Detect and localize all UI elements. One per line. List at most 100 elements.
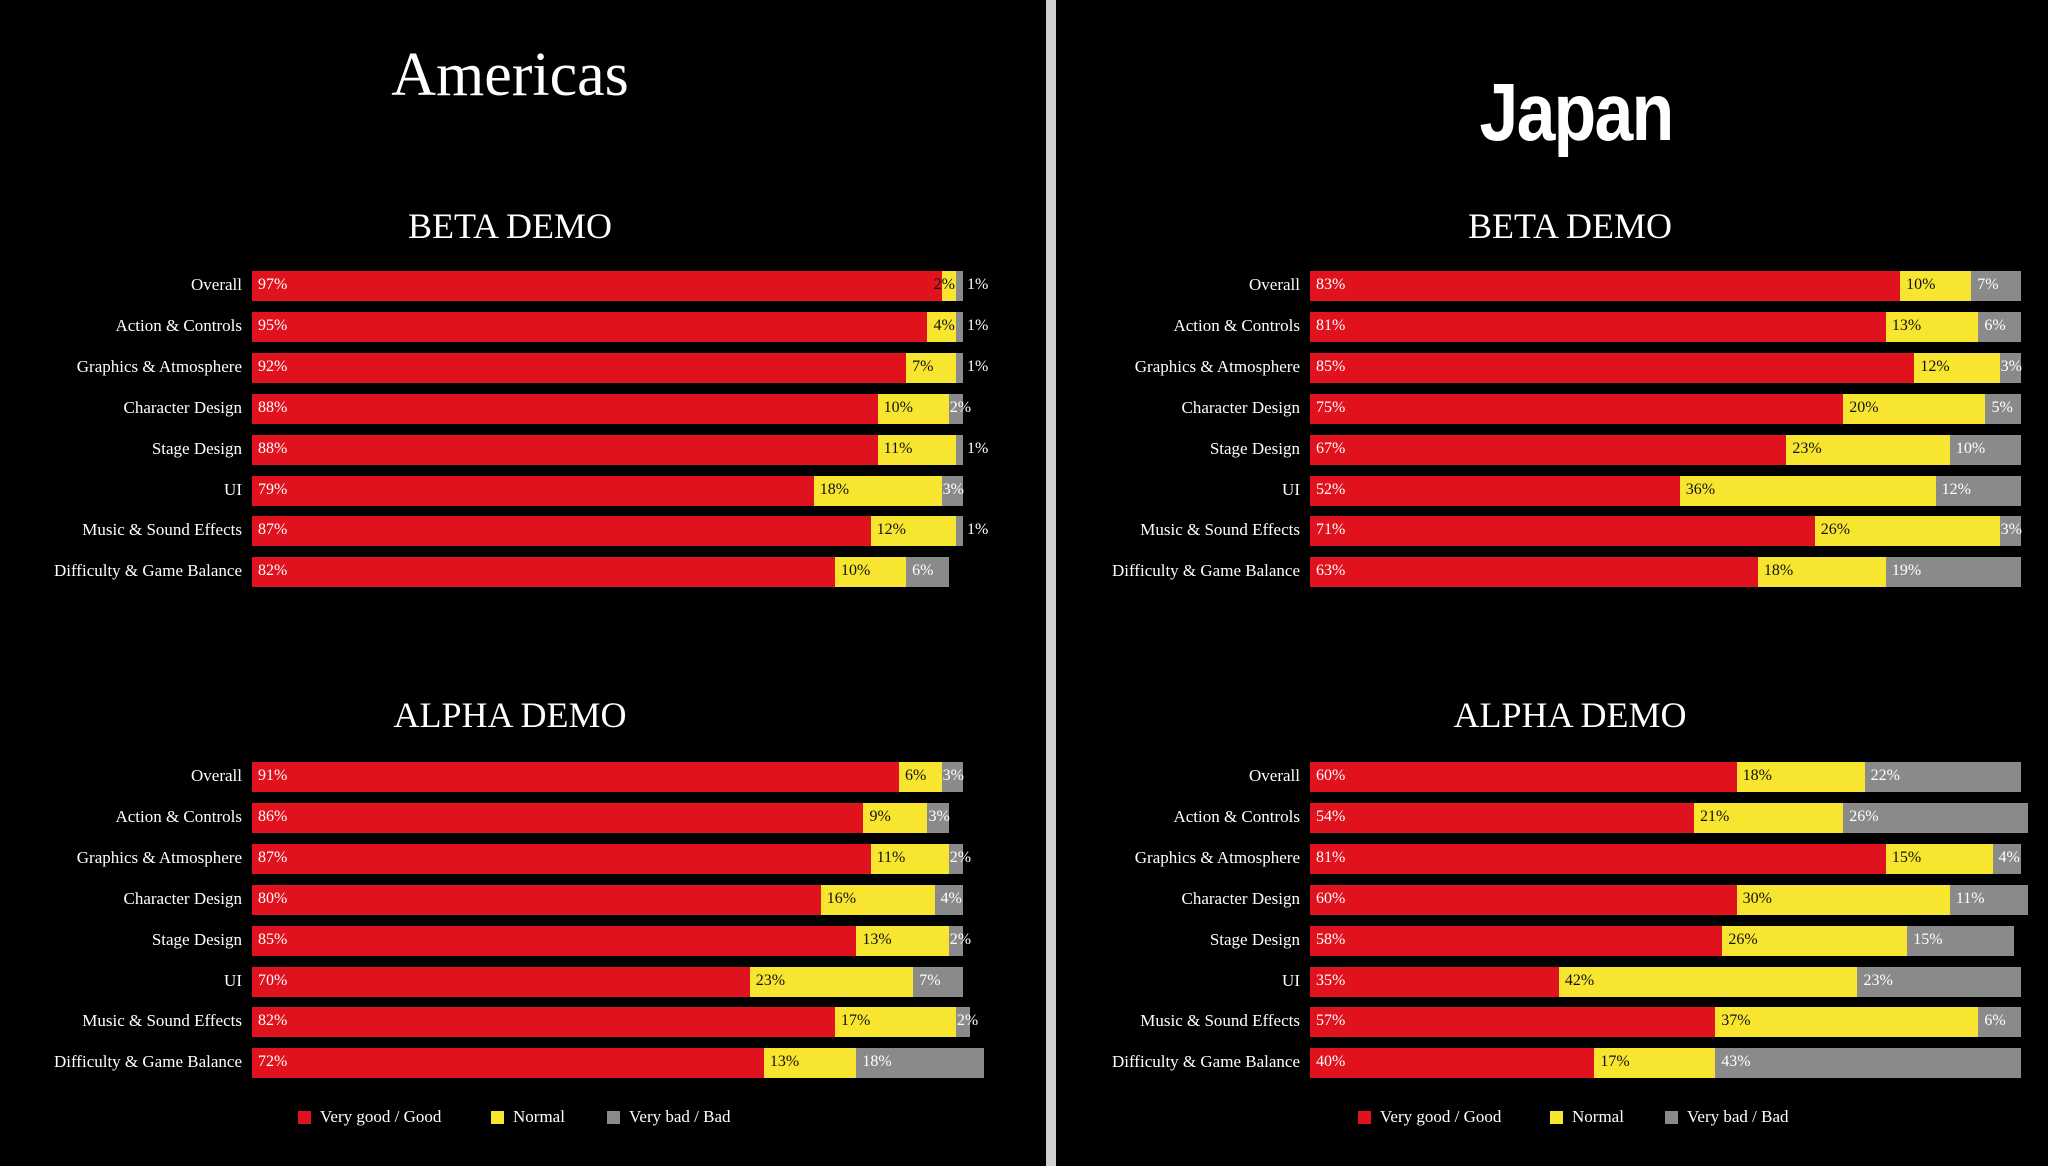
bar-segment-bad <box>1971 271 2021 301</box>
bar-segment-bad <box>955 516 963 547</box>
data-label: 12% <box>1920 357 1950 375</box>
bar-segment-good <box>1310 884 1737 915</box>
bar-segment-good <box>1310 925 1723 956</box>
data-label: 11% <box>876 848 906 866</box>
data-label: 1% <box>967 276 989 293</box>
category-label-box: Difficulty & Game Balance <box>1056 557 1300 587</box>
bar-segment-good <box>1310 434 1787 465</box>
category-label-box: Action & Controls <box>1056 312 1300 342</box>
bar-segment-bad <box>1907 925 2014 956</box>
data-label: 11% <box>1955 889 1985 907</box>
category-label: Character Design <box>123 888 242 908</box>
category-label: Stage Design <box>151 929 242 949</box>
bar-segment-normal <box>863 802 928 833</box>
category-label: Graphics & Atmosphere <box>76 356 242 376</box>
category-label-box: Action & Controls <box>1056 803 1300 833</box>
data-label: 43% <box>1721 1053 1751 1071</box>
bar-segment-bad <box>948 393 963 424</box>
demo-title: BETA DEMO <box>407 206 613 246</box>
category-label: Graphics & Atmosphere <box>76 847 242 867</box>
bar-segment-bad <box>1864 762 2021 792</box>
bar-segment-bad <box>955 271 963 301</box>
bar-segment-normal <box>763 1048 857 1079</box>
category-label-box: Action & Controls <box>0 803 242 833</box>
bar-segment-bad <box>1999 516 2021 547</box>
data-label: 1% <box>967 439 989 457</box>
bar-segment-good <box>252 1007 836 1038</box>
data-label: 13% <box>1891 316 1922 334</box>
panel-divider <box>1046 0 1056 1166</box>
japan-panel: Japan BETA DEMO Overall 83% 10% 7% Action & Co… <box>1056 0 2048 1166</box>
legend-label: Very bad / Bad <box>1687 1107 1789 1126</box>
category-label: Stage Design <box>1209 438 1300 458</box>
category-label-box: Music & Sound Effects <box>0 1007 242 1037</box>
category-label-box: Stage Design <box>1056 926 1300 956</box>
data-label: 12% <box>1941 480 1971 498</box>
data-label: 23% <box>755 971 786 989</box>
data-label: 18% <box>862 1053 892 1071</box>
data-label: 11% <box>883 439 913 457</box>
data-label: 52% <box>1316 480 1346 498</box>
region-title: Americas <box>391 41 629 109</box>
demo-title: ALPHA DEMO <box>393 695 627 735</box>
data-label: 6% <box>1984 316 2006 334</box>
data-label: 91% <box>258 767 288 784</box>
bar-segment-bad <box>941 475 963 506</box>
data-label: 9% <box>869 807 891 825</box>
data-label: 95% <box>258 316 288 334</box>
legend-swatch <box>1358 1110 1371 1124</box>
bar-segment-bad <box>941 762 963 792</box>
data-label: 2% <box>949 398 972 416</box>
category-label-box: Overall <box>0 271 242 301</box>
bar-segment-normal <box>1757 557 1886 588</box>
bar-segment-normal <box>870 516 956 547</box>
bar-segment-normal <box>899 762 942 792</box>
bar-segment-good <box>252 434 878 465</box>
data-label: 36% <box>1685 480 1716 498</box>
data-label: 60% <box>1316 889 1346 907</box>
category-label: Stage Design <box>1209 929 1300 949</box>
category-label-box: Overall <box>0 762 242 792</box>
bar-segment-bad <box>948 843 963 874</box>
data-label: 88% <box>258 398 288 416</box>
data-label: 26% <box>1728 930 1758 948</box>
category-label: Music & Sound Effects <box>1140 1011 1300 1031</box>
legend-swatch <box>491 1110 504 1124</box>
bar-segment-normal <box>1736 762 1865 792</box>
bar-segment-normal <box>1679 475 1936 506</box>
bar-segment-normal <box>1843 393 1986 424</box>
data-label: 40% <box>1316 1053 1346 1071</box>
bar-segment-bad <box>1935 475 2021 506</box>
category-label: UI <box>1282 479 1300 499</box>
category-label-box: Stage Design <box>1056 435 1300 465</box>
data-label: 16% <box>826 889 857 907</box>
legend-item-normal: Normal <box>1550 1107 1624 1127</box>
bar-segment-bad <box>1992 843 2021 874</box>
bar-segment-good <box>1310 271 1901 301</box>
bar-segment-normal <box>870 843 949 874</box>
bar-segment-good <box>252 311 928 342</box>
data-label: 17% <box>841 1012 871 1030</box>
bar-segment-normal <box>1722 925 1908 956</box>
bar-segment-good <box>252 271 942 301</box>
data-label: 2% <box>949 930 972 948</box>
bar-segment-normal <box>941 271 956 301</box>
legend-item-good: Very good / Good <box>1358 1107 1501 1127</box>
category-label-box: Action & Controls <box>0 312 242 342</box>
legend-label: Normal <box>1572 1107 1624 1126</box>
category-label-box: Difficulty & Game Balance <box>0 1048 242 1078</box>
category-label: Action & Controls <box>1173 315 1300 335</box>
data-label: 57% <box>1316 1012 1346 1030</box>
bar-segment-normal <box>1885 311 1979 342</box>
category-label: Character Design <box>123 397 242 417</box>
data-label: 6% <box>905 767 927 784</box>
category-label: UI <box>224 970 242 990</box>
legend-label: Normal <box>513 1107 565 1126</box>
data-label: 2% <box>933 276 955 293</box>
data-label: 23% <box>1863 971 1893 989</box>
data-label: 1% <box>967 316 989 334</box>
legend-item-good: Very good / Good <box>298 1107 441 1127</box>
bar-segment-good <box>1310 1007 1716 1038</box>
category-label-box: Character Design <box>0 394 242 424</box>
category-label: Difficulty & Game Balance <box>1111 561 1300 581</box>
